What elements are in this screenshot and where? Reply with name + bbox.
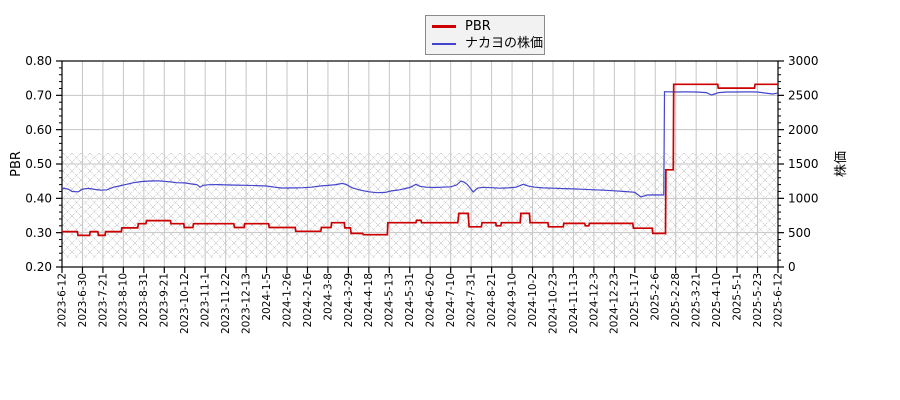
stock-line-swatch-icon (432, 42, 456, 45)
x-axis-tick-label: 2023-8-31 (138, 273, 150, 327)
y-left-tick-label: 0.30 (25, 226, 52, 240)
pbr-line-swatch-icon (432, 25, 456, 28)
x-axis-tick-label: 2023-9-21 (159, 273, 171, 327)
x-axis-tick-label: 2024-5-13 (384, 273, 396, 327)
x-axis-tick-label: 2025-6-12 (772, 273, 784, 327)
y-right-tick-label: 500 (788, 226, 811, 240)
legend-item-stock-price: ナカヨの株価 (432, 36, 543, 51)
x-axis-tick-label: 2024-7-10 (445, 273, 457, 327)
shaded-band (62, 153, 778, 259)
right-axis-tick-labels: 0 500 1000 1500 2000 2500 3000 (788, 54, 819, 274)
x-axis-tick-label: 2024-10-2 (527, 273, 539, 327)
x-axis-tick-label: 2024-9-10 (506, 273, 518, 327)
y-right-tick-label: 2000 (788, 123, 819, 137)
y-left-tick-label: 0.50 (25, 157, 52, 171)
left-axis-title: PBR (9, 151, 24, 177)
x-axis-tick-label: 2024-4-18 (363, 273, 375, 327)
x-axis-tick-label: 2023-10-12 (179, 273, 191, 334)
legend-label-stock-price: ナカヨの株価 (465, 36, 544, 51)
x-axis-tick-label: 2025-5-1 (731, 273, 743, 321)
x-axis-tick-label: 2024-2-16 (302, 273, 314, 328)
x-axis-tick-label: 2024-3-29 (343, 273, 355, 327)
x-axis-tick-label: 2023-6-30 (77, 273, 89, 327)
y-right-tick-label: 1500 (788, 157, 819, 171)
x-axis-tick-label: 2024-5-31 (404, 273, 416, 327)
x-axis-tick-label: 2023-11-1 (200, 273, 212, 327)
x-axis-tick-labels: 2023-6-12 2023-6-30 2023-7-21 2023-8-10 2023… (56, 273, 784, 334)
legend-item-pbr: PBR (432, 19, 538, 34)
legend-label-pbr: PBR (465, 19, 491, 34)
x-axis-tick-label: 2024-12-23 (609, 273, 621, 334)
x-axis-tick-label: 2025-5-23 (752, 273, 764, 327)
y-left-tick-label: 0.40 (25, 192, 52, 206)
legend: PBR ナカヨの株価 (425, 15, 545, 55)
x-axis-tick-label: 2024-3-8 (322, 273, 334, 321)
x-axis-tick-label: 2025-2-6 (650, 273, 662, 321)
x-axis-tick-label: 2024-1-5 (261, 273, 273, 321)
x-axis-tick-label: 2025-1-17 (629, 273, 641, 327)
y-right-tick-label: 3000 (788, 54, 819, 68)
x-axis-tick-label: 2025-4-10 (711, 273, 723, 327)
y-left-tick-label: 0.20 (25, 260, 52, 274)
x-axis-tick-label: 2024-7-31 (466, 273, 478, 327)
gridlines (61, 61, 779, 267)
x-axis-tick-label: 2025-3-21 (691, 273, 703, 327)
series-line-stock-price (61, 91, 779, 198)
right-axis-title: 株価 (834, 151, 849, 177)
x-axis-tick-label: 2024-1-26 (281, 273, 293, 328)
x-axis-tick-label: 2024-10-23 (547, 273, 559, 334)
y-left-tick-label: 0.60 (25, 123, 52, 137)
x-axis-tick-label: 2024-11-13 (568, 273, 580, 334)
series-line-pbr (62, 83, 778, 237)
y-left-tick-label: 0.70 (25, 89, 52, 103)
x-axis-tick-label: 2024-8-21 (486, 273, 498, 327)
x-axis-tick-label: 2023-12-13 (240, 273, 252, 334)
x-axis-tick-label: 2023-11-22 (220, 273, 232, 334)
x-axis-tick-label: 2023-8-10 (118, 273, 130, 327)
axis-ticks (56, 60, 784, 273)
x-axis-tick-label: 2024-12-3 (588, 273, 600, 327)
x-axis-tick-label: 2024-6-20 (425, 273, 437, 327)
y-right-tick-label: 2500 (788, 89, 819, 103)
x-axis-tick-label: 2023-6-12 (56, 273, 68, 327)
y-left-tick-label: 0.80 (25, 54, 52, 68)
x-axis-tick-label: 2025-2-28 (670, 273, 682, 327)
left-axis-tick-labels: 0.20 0.30 0.40 0.50 0.60 0.70 0.80 (25, 54, 52, 274)
x-axis-tick-label: 2023-7-21 (97, 273, 109, 327)
y-right-tick-label: 1000 (788, 192, 819, 206)
y-right-tick-label: 0 (788, 260, 796, 274)
